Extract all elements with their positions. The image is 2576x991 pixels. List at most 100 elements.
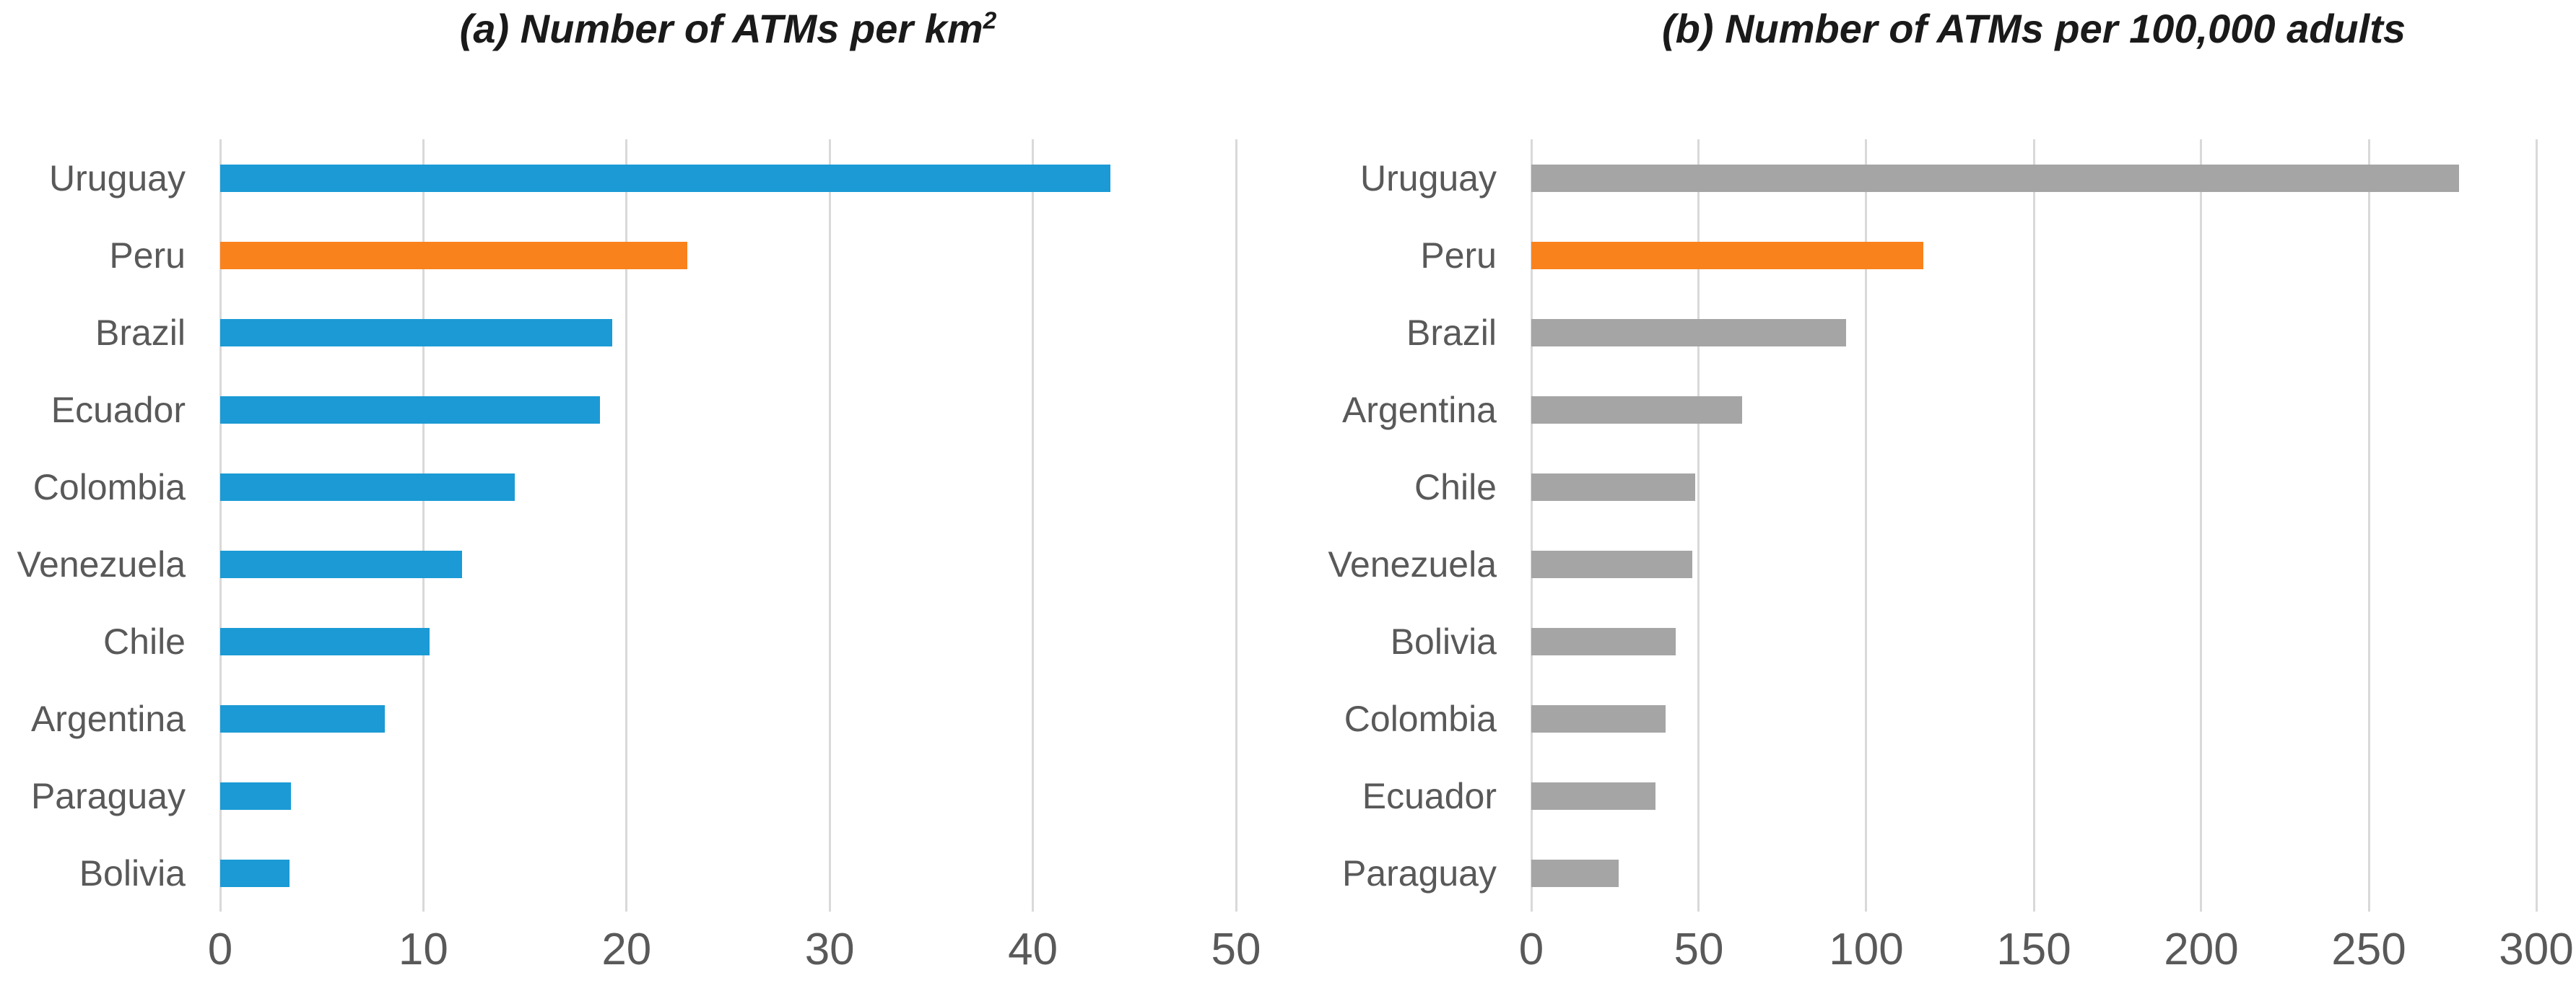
chart-b-title: (b) Number of ATMs per 100,000 adults — [1531, 9, 2536, 49]
category-label-venezuela: Venezuela — [17, 543, 186, 585]
chart-b-axis-ticks: 0 50 100 150 200 250 300 — [1519, 914, 2574, 979]
category-label-argentina: Argentina — [1341, 389, 1497, 430]
chart-row-argentina — [1531, 371, 2536, 448]
chart-b-bar-area — [1530, 139, 2538, 912]
bar-peru — [220, 241, 688, 269]
bar-peru — [1531, 241, 1923, 269]
tick-label-150: 150 — [1996, 925, 2071, 974]
chart-row-colombia — [220, 448, 1236, 525]
category-label-chile: Chile — [1414, 466, 1497, 507]
chart-a-value-axis: 0 10 20 30 40 50 — [0, 914, 1288, 979]
bar-paraguay — [220, 782, 292, 810]
chart-a-axis-spacer — [0, 914, 220, 979]
gridline-0 — [1530, 139, 1533, 912]
tick-label-50: 50 — [1211, 925, 1261, 974]
chart-b-axis-spacer — [1288, 914, 1531, 979]
chart-panel-b: (b) Number of ATMs per 100,000 adults Ur… — [1288, 0, 2576, 991]
tick-label-10: 10 — [398, 925, 448, 974]
gridline-250 — [2367, 139, 2370, 912]
chart-row-venezuela — [220, 525, 1236, 603]
category-label-argentina: Argentina — [30, 698, 186, 739]
chart-b-plot-area: Uruguay Peru Brazil Argentina Chile Venezuela… — [1288, 139, 2576, 912]
category-label-bolivia: Bolivia — [79, 852, 186, 894]
chart-a-title-text: (a) Number of ATMs per km — [459, 6, 983, 51]
bar-colombia — [220, 473, 515, 501]
chart-a-category-axis: Uruguay Peru Brazil Ecuador Colombia Venezuel… — [0, 139, 220, 912]
chart-row-venezuela — [1531, 525, 2536, 603]
bar-brazil — [1531, 318, 1847, 346]
bar-uruguay — [220, 164, 1110, 192]
category-label-paraguay: Paraguay — [1341, 852, 1497, 894]
chart-row-uruguay — [220, 139, 1236, 217]
chart-b-category-axis: Uruguay Peru Brazil Argentina Chile Venezuela… — [1288, 139, 1531, 912]
gridline-20 — [625, 139, 628, 912]
bar-brazil — [220, 318, 613, 346]
chart-row-bolivia — [1531, 603, 2536, 680]
bar-ecuador — [220, 396, 601, 424]
chart-row-chile — [1531, 448, 2536, 525]
category-label-brazil: Brazil — [1406, 312, 1497, 353]
chart-a-axis-ticks: 0 10 20 30 40 50 — [208, 914, 1261, 979]
gridline-50 — [1235, 139, 1237, 912]
category-label-ecuador: Ecuador — [1362, 775, 1497, 816]
gridline-100 — [1865, 139, 1868, 912]
chart-a-plot-area: Uruguay Peru Brazil Ecuador Colombia Venezuel… — [0, 139, 1288, 912]
tick-label-0: 0 — [207, 925, 233, 974]
category-label-chile: Chile — [103, 621, 186, 662]
chart-b-gridlines — [1530, 139, 2538, 912]
category-label-venezuela: Venezuela — [1328, 543, 1497, 585]
chart-a-title-superscript: 2 — [983, 7, 997, 35]
category-label-paraguay: Paraguay — [30, 775, 186, 816]
category-label-uruguay: Uruguay — [1360, 157, 1497, 198]
bar-bolivia — [220, 859, 290, 887]
chart-a-bar-area — [219, 139, 1237, 912]
chart-row-chile — [220, 603, 1236, 680]
bar-venezuela — [1531, 550, 1692, 578]
gridline-150 — [2032, 139, 2035, 912]
category-label-bolivia: Bolivia — [1390, 621, 1497, 662]
tick-label-250: 250 — [2331, 925, 2406, 974]
chart-row-paraguay — [220, 757, 1236, 834]
chart-row-peru — [220, 217, 1236, 294]
gridline-0 — [219, 139, 222, 912]
tick-label-30: 30 — [804, 925, 855, 974]
gridline-200 — [2200, 139, 2203, 912]
chart-b-title-text: (b) Number of ATMs per 100,000 adults — [1662, 6, 2406, 51]
chart-row-ecuador — [220, 371, 1236, 448]
bar-paraguay — [1531, 859, 1619, 887]
chart-row-brazil — [220, 294, 1236, 371]
gridline-10 — [422, 139, 425, 912]
gridline-40 — [1032, 139, 1035, 912]
bar-venezuela — [220, 550, 462, 578]
chart-panel-a: (a) Number of ATMs per km2 Uruguay Peru Br… — [0, 9, 1288, 979]
category-label-colombia: Colombia — [32, 466, 186, 507]
chart-row-brazil — [1531, 294, 2536, 371]
tick-label-40: 40 — [1008, 925, 1058, 974]
tick-label-0: 0 — [1518, 925, 1544, 974]
gridline-30 — [828, 139, 831, 912]
chart-row-uruguay — [1531, 139, 2536, 217]
bar-colombia — [1531, 704, 1666, 733]
bar-chile — [1531, 473, 1696, 501]
chart-row-peru — [1531, 217, 2536, 294]
chart-row-ecuador — [1531, 757, 2536, 834]
category-label-uruguay: Uruguay — [49, 157, 186, 198]
category-label-brazil: Brazil — [95, 312, 186, 353]
tick-label-200: 200 — [2164, 925, 2239, 974]
bar-ecuador — [1531, 782, 1655, 810]
chart-a-title: (a) Number of ATMs per km2 — [220, 9, 1236, 49]
chart-row-bolivia — [220, 834, 1236, 912]
tick-label-100: 100 — [1829, 925, 1904, 974]
chart-row-paraguay — [1531, 834, 2536, 912]
chart-row-colombia — [1531, 680, 2536, 757]
gridline-50 — [1697, 139, 1700, 912]
chart-a-gridlines — [219, 139, 1237, 912]
bar-bolivia — [1531, 627, 1676, 655]
tick-label-300: 300 — [2499, 925, 2574, 974]
chart-row-argentina — [220, 680, 1236, 757]
category-label-ecuador: Ecuador — [51, 389, 186, 430]
bar-argentina — [220, 704, 385, 733]
bar-uruguay — [1531, 164, 2460, 192]
gridline-300 — [2535, 139, 2538, 912]
